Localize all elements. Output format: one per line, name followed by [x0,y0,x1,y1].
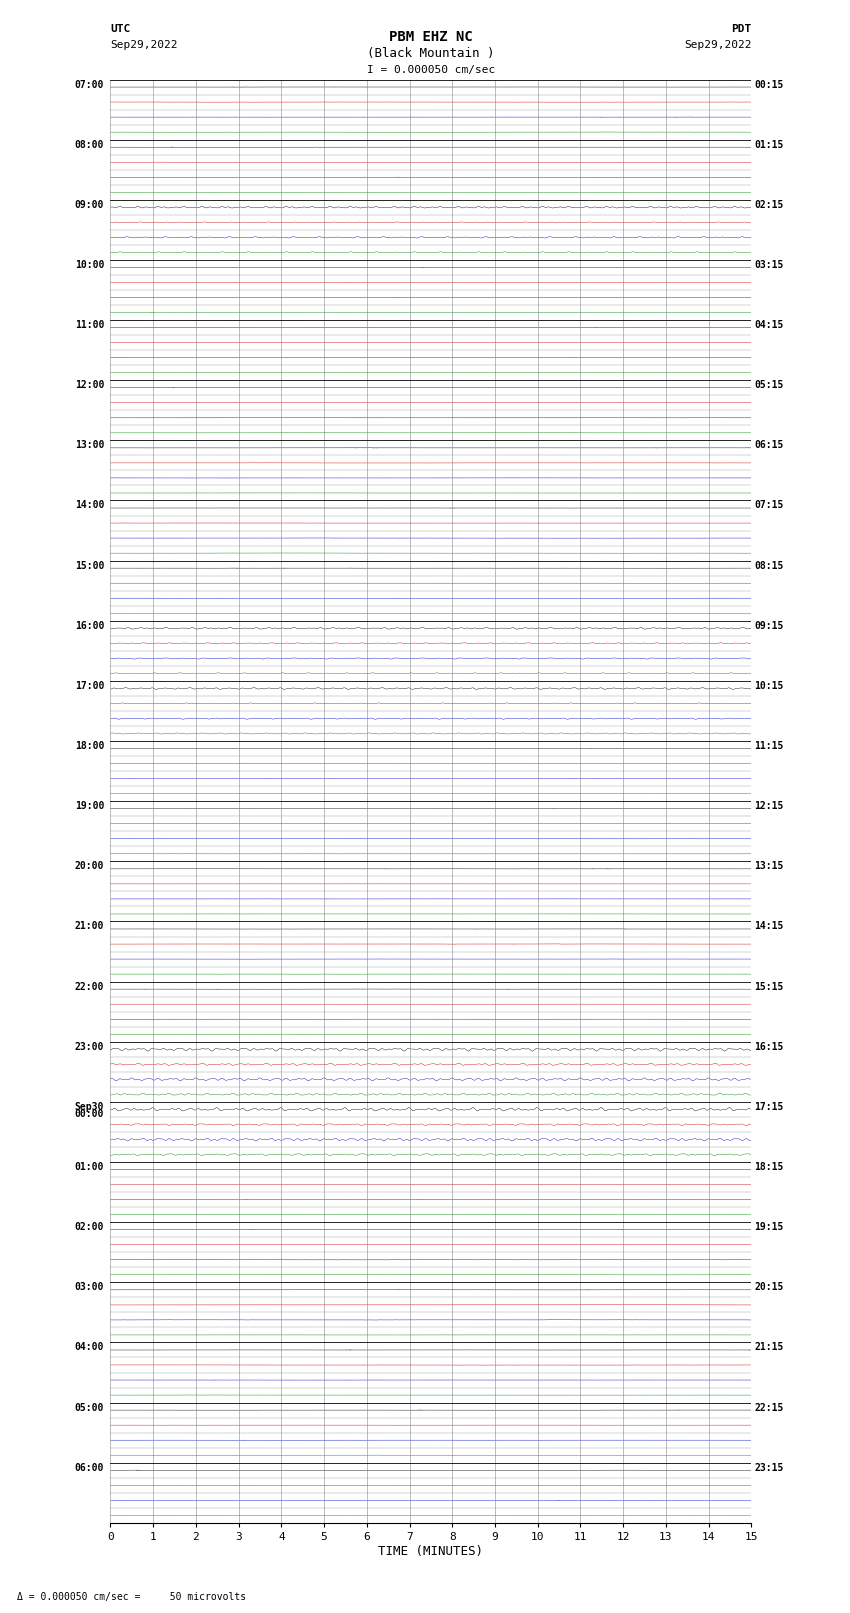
Text: 11:00: 11:00 [75,319,104,331]
Text: 20:00: 20:00 [75,861,104,871]
Text: 10:15: 10:15 [755,681,784,690]
Text: 06:00: 06:00 [75,1463,104,1473]
Text: 01:00: 01:00 [75,1161,104,1173]
Text: 01:15: 01:15 [755,140,784,150]
Text: 14:15: 14:15 [755,921,784,931]
Text: 13:00: 13:00 [75,440,104,450]
Text: 17:00: 17:00 [75,681,104,690]
Text: 12:00: 12:00 [75,381,104,390]
Text: 14:00: 14:00 [75,500,104,510]
Text: 22:15: 22:15 [755,1403,784,1413]
Text: 09:15: 09:15 [755,621,784,631]
Text: PBM EHZ NC: PBM EHZ NC [389,31,473,44]
Text: 18:00: 18:00 [75,740,104,752]
Text: 09:00: 09:00 [75,200,104,210]
Text: 03:15: 03:15 [755,260,784,269]
Text: 19:15: 19:15 [755,1223,784,1232]
Text: 06:15: 06:15 [755,440,784,450]
X-axis label: TIME (MINUTES): TIME (MINUTES) [378,1545,484,1558]
Text: Sep29,2022: Sep29,2022 [110,40,178,50]
Text: 04:00: 04:00 [75,1342,104,1352]
Text: 10:00: 10:00 [75,260,104,269]
Text: I = 0.000050 cm/sec: I = 0.000050 cm/sec [366,65,495,74]
Text: UTC: UTC [110,24,131,34]
Text: 12:15: 12:15 [755,802,784,811]
Text: PDT: PDT [731,24,751,34]
Text: 17:15: 17:15 [755,1102,784,1111]
Text: 00:00: 00:00 [75,1110,104,1119]
Text: 20:15: 20:15 [755,1282,784,1292]
Text: Sep30: Sep30 [75,1102,104,1111]
Text: (Black Mountain ): (Black Mountain ) [367,47,495,60]
Text: 03:00: 03:00 [75,1282,104,1292]
Text: 15:15: 15:15 [755,982,784,992]
Text: 11:15: 11:15 [755,740,784,752]
Text: 22:00: 22:00 [75,982,104,992]
Text: 07:15: 07:15 [755,500,784,510]
Text: 15:00: 15:00 [75,561,104,571]
Text: 13:15: 13:15 [755,861,784,871]
Text: Sep29,2022: Sep29,2022 [684,40,751,50]
Text: 07:00: 07:00 [75,79,104,89]
Text: 08:00: 08:00 [75,140,104,150]
Text: 05:15: 05:15 [755,381,784,390]
Text: 16:15: 16:15 [755,1042,784,1052]
Text: 16:00: 16:00 [75,621,104,631]
Text: 04:15: 04:15 [755,319,784,331]
Text: 21:00: 21:00 [75,921,104,931]
Text: 19:00: 19:00 [75,802,104,811]
Text: 18:15: 18:15 [755,1161,784,1173]
Text: Δ = 0.000050 cm/sec =     50 microvolts: Δ = 0.000050 cm/sec = 50 microvolts [17,1592,246,1602]
Text: 08:15: 08:15 [755,561,784,571]
Text: 02:15: 02:15 [755,200,784,210]
Text: 23:15: 23:15 [755,1463,784,1473]
Text: 00:15: 00:15 [755,79,784,89]
Text: 02:00: 02:00 [75,1223,104,1232]
Text: 23:00: 23:00 [75,1042,104,1052]
Text: 05:00: 05:00 [75,1403,104,1413]
Text: 21:15: 21:15 [755,1342,784,1352]
